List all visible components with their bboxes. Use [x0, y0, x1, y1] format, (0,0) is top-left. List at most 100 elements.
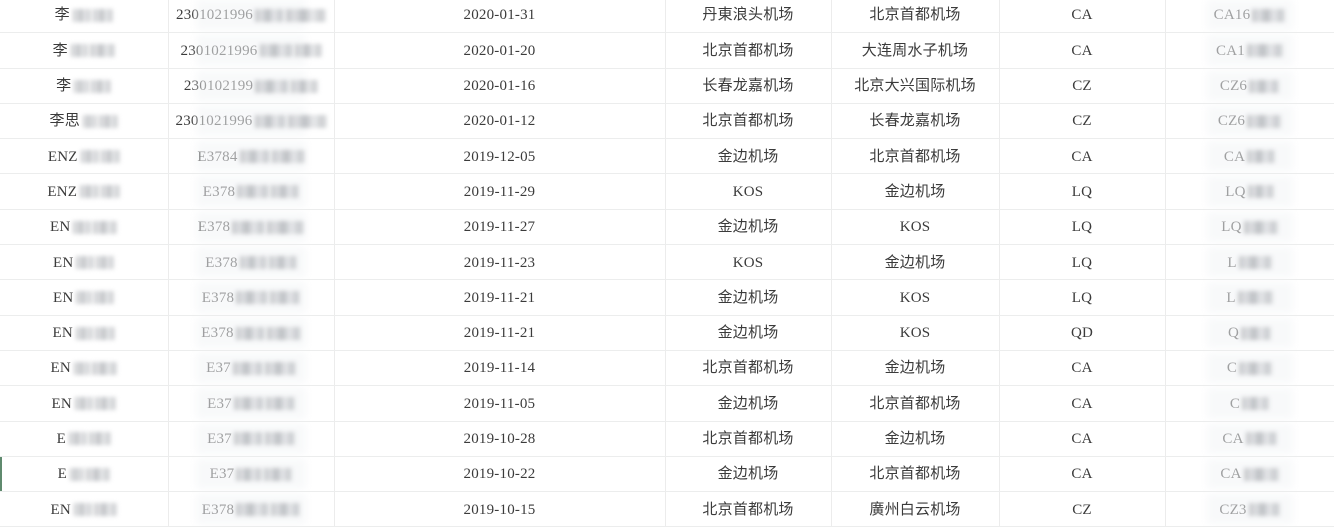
- cell-id: E378: [168, 491, 335, 527]
- cell-carrier: LQ: [999, 173, 1166, 210]
- redacted-text: [82, 114, 97, 128]
- redacted-text: [101, 185, 121, 199]
- arr-value: 金边机场: [884, 360, 946, 377]
- redacted-text: [73, 361, 90, 375]
- redacted-text: [233, 432, 263, 446]
- redacted-text: [1243, 467, 1279, 481]
- id-value: 2301021996: [175, 113, 253, 130]
- redacted-text: [237, 185, 270, 199]
- redacted-text: [96, 256, 115, 269]
- cell-flight: CZ6: [1165, 68, 1334, 104]
- arr-value: 长春龙嘉机场: [869, 113, 961, 130]
- name-value: EN: [52, 325, 73, 342]
- table-row[interactable]: 李 2301021996 2020-01-20 北京首都机场 大连周水子机场 CA CA1: [0, 32, 1334, 69]
- redacted-text: [236, 503, 270, 517]
- redacted-text: [236, 467, 263, 481]
- redacted-text: [233, 397, 264, 411]
- cell-arr: 金边机场: [831, 173, 1000, 210]
- redacted-text: [271, 150, 305, 164]
- carrier-value: CZ: [1072, 78, 1092, 95]
- table-row[interactable]: 李 2301021996 2020-01-31 丹東浪头机场 北京首都机场 CA CA16: [0, 0, 1334, 34]
- redacted-text: [74, 397, 93, 411]
- cell-carrier: CA: [999, 32, 1166, 69]
- flight-value: CA16: [1213, 7, 1251, 24]
- flight-value: L: [1226, 289, 1236, 306]
- cell-dep: 金边机场: [665, 138, 832, 175]
- cell-date: 2019-11-21: [334, 315, 666, 351]
- cell-id: E378: [168, 244, 335, 281]
- redacted-text: [239, 256, 267, 269]
- carrier-value: CZ: [1072, 113, 1092, 130]
- carrier-value: LQ: [1071, 289, 1093, 306]
- flight-value: L: [1227, 254, 1237, 271]
- arr-value: 金边机场: [884, 183, 946, 200]
- arr-value: 廣州白云机场: [869, 501, 961, 518]
- redacted-text: [80, 150, 99, 164]
- redacted-text: [1248, 503, 1280, 517]
- cell-date: 2020-01-20: [334, 32, 666, 69]
- redacted-text: [68, 432, 87, 446]
- carrier-value: LQ: [1071, 219, 1093, 236]
- dep-value: 北京首都机场: [702, 430, 794, 447]
- cell-id: E378: [168, 209, 335, 246]
- date-value: 2020-01-31: [463, 7, 536, 24]
- redacted-text: [73, 220, 92, 234]
- carrier-value: CA: [1071, 7, 1093, 24]
- cell-id: E37: [168, 350, 335, 387]
- redacted-text: [80, 185, 100, 199]
- id-value: E378: [197, 219, 231, 236]
- dep-value: 北京首都机场: [702, 360, 794, 377]
- cell-date: 2019-11-14: [334, 350, 666, 387]
- redacted-text: [286, 8, 326, 22]
- redacted-text: [91, 361, 117, 375]
- cell-arr: 大连周水子机场: [831, 32, 1000, 69]
- cell-date: 2020-01-16: [334, 68, 666, 104]
- cell-flight: L: [1165, 244, 1334, 281]
- name-value: 李: [54, 7, 70, 24]
- carrier-value: CA: [1071, 395, 1093, 412]
- redacted-text: [294, 44, 322, 58]
- cell-dep: 金边机场: [665, 279, 832, 316]
- redacted-text: [271, 185, 300, 199]
- table-row[interactable]: 李思 2301021996 2020-01-12 北京首都机场 长春龙嘉机场 CZ CZ6: [0, 103, 1334, 140]
- cell-id: E37: [168, 385, 335, 422]
- redacted-text: [100, 150, 120, 164]
- redacted-text: [1245, 432, 1277, 446]
- name-value: E: [57, 466, 67, 483]
- id-value: E378: [201, 501, 235, 518]
- table-row[interactable]: 李 230102199 2020-01-16 长春龙嘉机场 北京大兴国际机场 CZ CZ6: [0, 68, 1334, 104]
- redacted-text: [255, 8, 284, 22]
- redacted-text: [1246, 44, 1283, 58]
- cell-id: 2301021996: [168, 32, 335, 69]
- id-value: E3784: [197, 148, 238, 165]
- cell-carrier: LQ: [999, 279, 1166, 316]
- id-value: E37: [207, 395, 232, 412]
- redacted-text: [235, 326, 265, 340]
- redacted-text: [76, 256, 95, 269]
- cell-name: EN: [0, 244, 169, 281]
- redacted-text: [73, 503, 92, 517]
- redacted-text: [264, 432, 295, 446]
- redacted-text: [1247, 150, 1276, 164]
- dep-value: 金边机场: [717, 395, 779, 412]
- redacted-text: [76, 291, 93, 305]
- name-value: 李: [52, 42, 68, 59]
- cell-id: E37: [168, 456, 335, 493]
- redacted-text: [93, 220, 118, 234]
- cell-dep: 金边机场: [665, 209, 832, 246]
- carrier-value: LQ: [1071, 183, 1093, 200]
- date-value: 2019-12-05: [463, 148, 536, 165]
- cell-carrier: CZ: [999, 491, 1166, 527]
